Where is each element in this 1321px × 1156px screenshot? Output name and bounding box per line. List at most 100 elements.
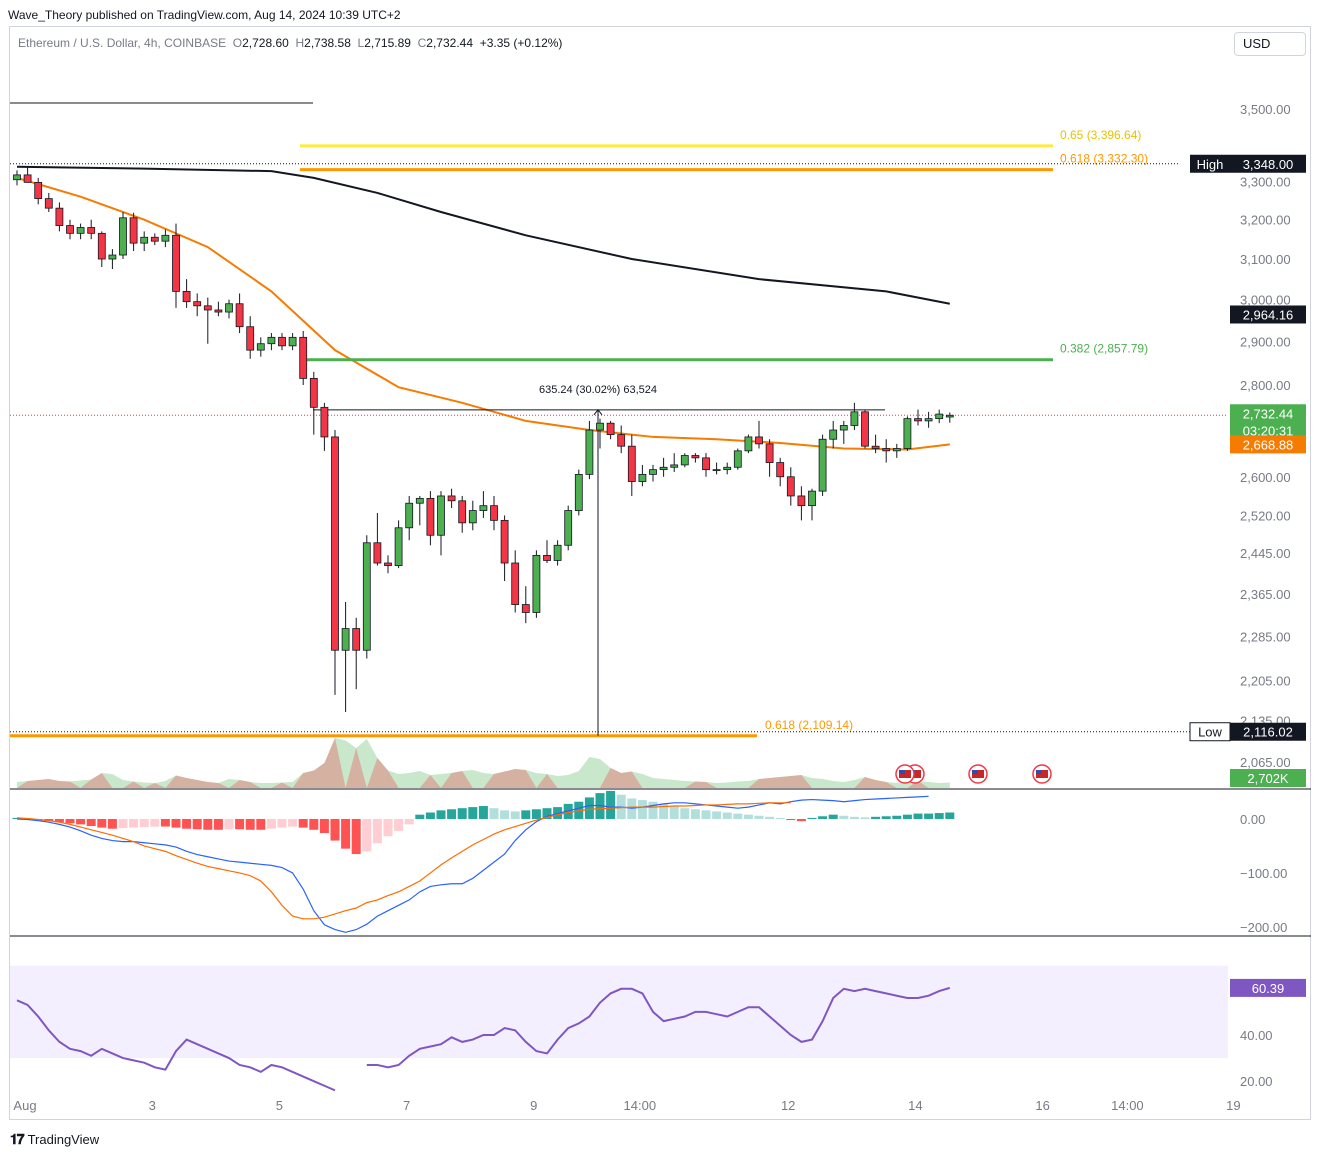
time-axis-tick: 16 (1035, 1098, 1049, 1113)
flag-canton (1036, 770, 1042, 774)
time-axis-tick: 3 (149, 1098, 156, 1113)
macd-histogram-bar (213, 818, 223, 830)
flag-canton (899, 770, 905, 774)
candle-body (108, 254, 117, 260)
macd-histogram-bar (839, 815, 849, 819)
candle-body (256, 343, 265, 351)
fib-level-label: 0.618 (3,332.30) (1060, 152, 1148, 166)
macd-histogram-bar (235, 818, 245, 830)
macd-histogram-bar (531, 809, 541, 819)
macd-histogram-bar (118, 818, 128, 829)
chart-frame (9, 26, 1311, 1120)
candle-body (203, 305, 212, 311)
candle-body (235, 303, 244, 328)
candle-body (797, 495, 806, 507)
macd-histogram-bar (807, 817, 817, 819)
candle-body (818, 438, 827, 492)
macd-axis-tick: −200.00 (1240, 920, 1287, 935)
macd-histogram-bar (65, 818, 75, 824)
macd-histogram-bar (415, 814, 425, 819)
candle-body (172, 234, 180, 292)
us-event-flag-icon (1032, 764, 1052, 784)
candle-body (394, 527, 403, 566)
rsi-tag-bg (1230, 978, 1306, 997)
candle-body (384, 562, 392, 566)
legend-symbol[interactable]: Ethereum / U.S. Dollar, 4h, COINBASE (18, 36, 227, 50)
price-axis-tick: 2,365.00 (1240, 587, 1291, 602)
candle-body (543, 554, 551, 561)
macd-histogram-bar (934, 813, 944, 819)
tradingview-logo[interactable]: 𝟏𝟕 TradingView (10, 1131, 99, 1148)
candle-body (331, 436, 339, 651)
macd-histogram-bar (913, 813, 923, 819)
macd-histogram-bar (606, 790, 616, 819)
macd-histogram-bar (510, 811, 520, 819)
candle-body (415, 497, 424, 504)
macd-histogram-bar (690, 809, 700, 819)
high-tag-label: High (1197, 157, 1224, 172)
macd-histogram-bar (468, 807, 478, 819)
macd-histogram-bar (54, 818, 64, 823)
candle-body (278, 336, 286, 347)
candle-body (500, 519, 509, 564)
volume-tag-bg (1230, 769, 1306, 787)
price-axis-tick: 2,600.00 (1240, 470, 1291, 485)
rsi-axis-tick: 40.00 (1240, 1028, 1273, 1043)
candle-body (638, 473, 647, 482)
macd-histogram-bar (637, 800, 647, 819)
candle-body (892, 448, 901, 452)
candle-body (140, 236, 149, 244)
macd-histogram-bar (436, 810, 446, 819)
candle-body (97, 232, 106, 260)
currency-button[interactable]: USD (1234, 32, 1306, 56)
candle-body (150, 236, 159, 242)
macd-axis-tick: −100.00 (1240, 866, 1287, 881)
candle-body (362, 542, 371, 651)
candle-body (55, 207, 64, 226)
low-tag-label: Low (1198, 725, 1222, 740)
macd-histogram-bar (182, 818, 192, 829)
legend-close-value: 2,732.44 (426, 36, 474, 50)
candle-body (903, 418, 912, 449)
macd-histogram-bar (192, 818, 202, 830)
price-axis-tick: 2,900.00 (1240, 335, 1291, 350)
candle-body (23, 174, 32, 183)
macd-histogram-bar (76, 818, 86, 825)
legend-close-label: C (417, 36, 427, 50)
candle-body (553, 544, 562, 561)
candle-body (755, 436, 763, 445)
candle-body (924, 418, 933, 422)
candle-body (914, 418, 922, 422)
measure-arrow-icon (593, 409, 603, 416)
macd-histogram-bar (765, 816, 775, 819)
candle-body (871, 445, 880, 449)
macd-histogram-bar (86, 818, 96, 826)
macd-histogram-bar (892, 815, 902, 819)
candle-body (490, 505, 498, 521)
time-axis-tick: 12 (781, 1098, 795, 1113)
macd-signal-line (16, 802, 791, 920)
macd-histogram-bar (489, 808, 499, 819)
symbol-legend: Ethereum / U.S. Dollar, 4h, COINBASE O2,… (18, 36, 562, 50)
candle-body (564, 510, 573, 546)
time-axis-tick: 7 (403, 1098, 410, 1113)
candle-body (945, 414, 954, 418)
fib-level-label: 0.65 (3,396.64) (1060, 128, 1141, 142)
macd-histogram-bar (404, 818, 414, 825)
macd-histogram-bar (584, 797, 594, 819)
macd-histogram-bar (372, 818, 382, 844)
price-axis-tick: 3,200.00 (1240, 213, 1291, 228)
candle-body (829, 429, 838, 440)
price-axis-tick: 3,500.00 (1240, 102, 1291, 117)
candle-body (246, 326, 255, 351)
candle-body (352, 628, 361, 651)
ema-50-line (16, 176, 950, 451)
candle-body (627, 445, 636, 482)
legend-open-value: 2,728.60 (242, 36, 289, 50)
flag-canton (972, 770, 978, 774)
macd-histogram-bar (394, 818, 404, 831)
macd-histogram-bar (648, 801, 658, 819)
candle-body (733, 450, 742, 468)
legend-low-label: L (357, 36, 365, 50)
